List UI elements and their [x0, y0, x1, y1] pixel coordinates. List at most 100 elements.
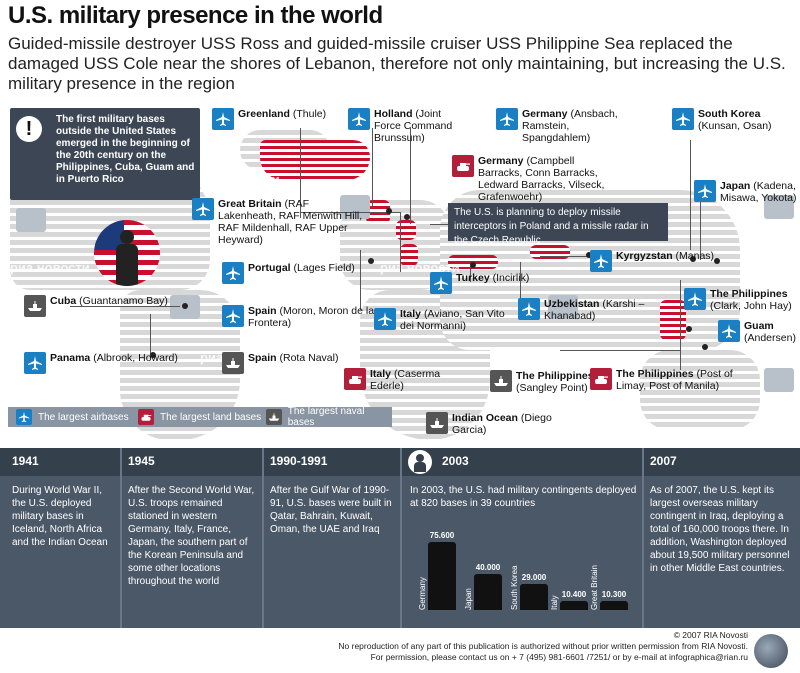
legend-item-naval: The largest naval bases: [266, 406, 392, 428]
base-label: Indian Ocean (Diego Garcia): [452, 412, 562, 436]
ship-icon: [222, 352, 244, 374]
airplane-icon: [222, 262, 244, 284]
base-detail: (Manas): [675, 250, 715, 262]
base-detail: (Kunsan, Osan): [698, 120, 772, 132]
watermark-text: риа новости: [560, 172, 640, 187]
legend-item-air: The largest airbases: [16, 408, 129, 426]
base-detail: (Post of Limay, Post of Manila): [616, 368, 733, 392]
page-title: U.S. military presence in the world: [8, 2, 383, 29]
chart-bar: [600, 600, 628, 610]
base-label: South Korea (Kunsan, Osan): [698, 108, 798, 132]
ship-icon: [426, 412, 448, 434]
legend: The largest airbases The largest land ba…: [8, 406, 392, 428]
airplane-icon: [430, 272, 452, 294]
base-label: The Philippines (Sangley Point): [516, 370, 616, 394]
timeline-text: After the Second World War, U.S. troops …: [128, 485, 255, 587]
base-country: Italy: [370, 368, 392, 380]
base-country: Turkey: [456, 272, 490, 284]
airplane-icon: [694, 180, 716, 202]
base-label: Panama (Albrook, Howard): [50, 352, 200, 364]
base-country: The Philippines: [516, 370, 594, 382]
central-asia-highlight: [530, 245, 570, 259]
airplane-icon: [718, 320, 740, 342]
tank-icon: [138, 409, 154, 425]
airplane-icon: [16, 409, 32, 425]
base-country: Spain: [248, 352, 277, 364]
base-label: Holland (Joint Force Command Brunssum): [374, 108, 469, 144]
airplane-icon: [518, 298, 540, 320]
base-label: Italy (Aviano, San Vito dei Normanni): [400, 308, 510, 332]
base-location-dot: [182, 303, 188, 309]
base-country: Great Britain: [218, 198, 282, 210]
base-country: Germany: [478, 155, 524, 167]
base-label: Portugal (Lages Field): [248, 262, 368, 274]
airplane-icon: [24, 352, 46, 374]
ria-logo-mark: [340, 195, 370, 219]
base-country: Cuba: [50, 295, 77, 307]
base-location-dot: [714, 258, 720, 264]
base-label: The Philippines (Post of Limay, Post of …: [616, 368, 746, 392]
airplane-icon: [684, 288, 706, 310]
greenland-highlight: [260, 140, 370, 180]
base-country: Panama: [50, 352, 91, 364]
missile-plan-note: The U.S. is planning to deploy missile i…: [448, 203, 668, 246]
germany-highlight: [396, 220, 416, 240]
timeline-text: During World War II, the U.S. deployed m…: [12, 485, 108, 548]
base-location-dot: [702, 344, 708, 350]
watermark-text: риа новости: [10, 260, 90, 275]
base-label: Germany (Ansbach, Ramstein, Spangdahlem): [522, 108, 632, 144]
base-country: Holland: [374, 108, 413, 120]
airplane-icon: [222, 305, 244, 327]
ria-novosti-logo: [754, 634, 788, 668]
base-location-dot: [404, 214, 410, 220]
base-country: Greenland: [238, 108, 290, 120]
philippines-highlight: [660, 300, 686, 340]
base-location-dot: [690, 256, 696, 262]
base-detail: (Guantanamo Bay): [79, 295, 168, 307]
footer-line: For permission, please contact us on + 7…: [370, 652, 748, 662]
base-label: Kyrgyzstan (Manas): [616, 250, 726, 262]
chart-bar: [520, 583, 548, 610]
base-detail: (Rota Naval): [279, 352, 339, 364]
timeline-year: 1990-1991: [270, 454, 328, 468]
base-detail: (Diego Garcia): [452, 412, 552, 436]
base-label: Cuba (Guantanamo Bay): [50, 295, 190, 307]
airplane-icon: [672, 108, 694, 130]
timeline-year: 1941: [12, 454, 39, 468]
base-location-dot: [686, 326, 692, 332]
footer-line: No reproduction of any part of this publ…: [338, 641, 748, 651]
base-detail: (Clark, John Hay): [710, 300, 792, 312]
first-bases-note: ! The first military bases outside the U…: [10, 108, 200, 200]
base-label: Japan (Kadena, Misawa, Yokota): [720, 180, 800, 204]
ship-icon: [266, 409, 282, 425]
chart-value-label: 75.600: [429, 530, 455, 540]
timeline-year: 2007: [650, 454, 677, 468]
italy-highlight: [400, 244, 418, 266]
base-detail: (Incirlik): [492, 272, 530, 284]
base-location-dot: [150, 352, 156, 358]
us-flag-soldier-emblem: [94, 220, 160, 286]
base-location-dot: [586, 252, 592, 258]
base-country: Italy: [400, 308, 422, 320]
chart-bar: [560, 600, 588, 610]
base-detail: (Albrook, Howard): [93, 352, 178, 364]
base-country: Guam: [744, 320, 774, 332]
chart-bar: [428, 541, 456, 610]
base-detail: (Sangley Point): [516, 382, 588, 394]
base-country: Germany: [522, 108, 568, 120]
base-detail: (Andersen): [744, 332, 796, 344]
timeline-text: After the Gulf War of 1990-91, U.S. base…: [270, 485, 392, 535]
base-country: Indian Ocean: [452, 412, 518, 424]
base-country: South Korea: [698, 108, 761, 120]
base-location-dot: [368, 258, 374, 264]
base-country: The Philippines: [616, 368, 694, 380]
base-label: Spain (Rota Naval): [248, 352, 358, 364]
base-location-dot: [386, 208, 392, 214]
base-detail: (Kadena, Misawa, Yokota): [720, 180, 797, 204]
base-label: Guam (Andersen): [744, 320, 800, 344]
base-label: Greenland (Thule): [238, 108, 398, 120]
base-detail: (RAF Lakenheath, RAF Menwith Hill, RAF M…: [218, 198, 363, 246]
ria-logo-mark: [548, 295, 578, 319]
airplane-icon: [192, 198, 214, 220]
base-label: Italy (Caserma Ederle): [370, 368, 470, 392]
